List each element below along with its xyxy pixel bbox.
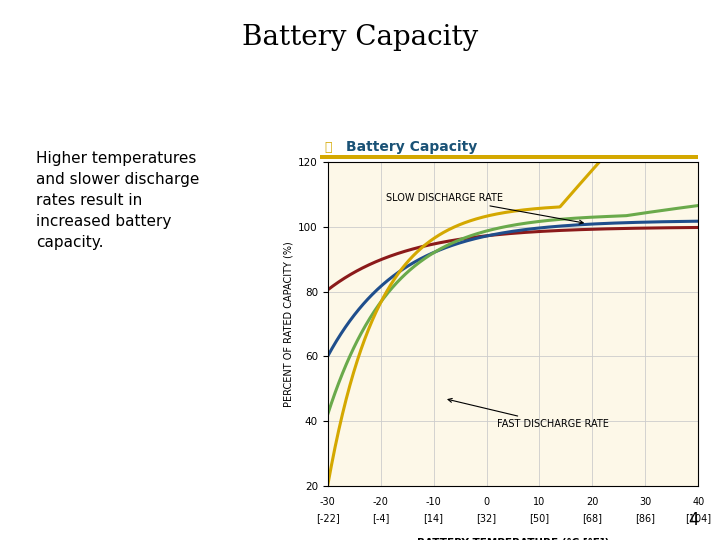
Text: [-22]: [-22] (316, 514, 339, 524)
Text: -10: -10 (426, 497, 441, 508)
Text: 4: 4 (688, 511, 698, 529)
Text: Higher temperatures
and slower discharge
rates result in
increased battery
capac: Higher temperatures and slower discharge… (36, 151, 199, 250)
Text: 40: 40 (692, 497, 705, 508)
Text: -30: -30 (320, 497, 336, 508)
Y-axis label: PERCENT OF RATED CAPACITY (%): PERCENT OF RATED CAPACITY (%) (284, 241, 294, 407)
Text: SLOW DISCHARGE RATE: SLOW DISCHARGE RATE (386, 193, 583, 224)
Text: [50]: [50] (529, 514, 549, 524)
Text: FAST DISCHARGE RATE: FAST DISCHARGE RATE (448, 399, 609, 429)
Text: BATTERY TEMPERATURE (°C [°F]): BATTERY TEMPERATURE (°C [°F]) (417, 538, 609, 540)
Text: 🔥: 🔥 (324, 141, 331, 154)
Text: [14]: [14] (423, 514, 444, 524)
Text: 20: 20 (586, 497, 598, 508)
Text: Battery Capacity: Battery Capacity (242, 24, 478, 51)
Text: [-4]: [-4] (372, 514, 390, 524)
Text: 0: 0 (483, 497, 490, 508)
Text: 30: 30 (639, 497, 652, 508)
Text: [32]: [32] (477, 514, 497, 524)
Text: [86]: [86] (636, 514, 655, 524)
Text: -20: -20 (373, 497, 389, 508)
Text: [68]: [68] (582, 514, 603, 524)
Text: Battery Capacity: Battery Capacity (346, 140, 477, 154)
Text: [104]: [104] (685, 514, 711, 524)
Text: 10: 10 (534, 497, 546, 508)
